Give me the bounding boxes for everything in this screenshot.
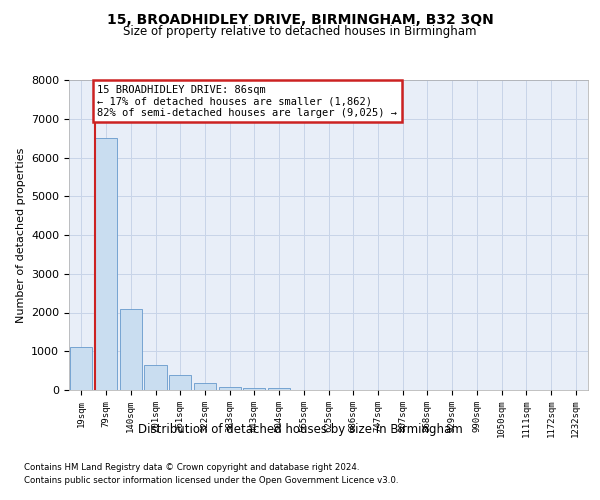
- Bar: [169, 376, 191, 390]
- Text: 15, BROADHIDLEY DRIVE, BIRMINGHAM, B32 3QN: 15, BROADHIDLEY DRIVE, BIRMINGHAM, B32 3…: [107, 12, 493, 26]
- Bar: [218, 387, 241, 390]
- Text: Contains HM Land Registry data © Crown copyright and database right 2024.: Contains HM Land Registry data © Crown c…: [24, 462, 359, 471]
- Text: Size of property relative to detached houses in Birmingham: Size of property relative to detached ho…: [123, 25, 477, 38]
- Text: Distribution of detached houses by size in Birmingham: Distribution of detached houses by size …: [137, 422, 463, 436]
- Bar: [194, 384, 216, 390]
- Text: Contains public sector information licensed under the Open Government Licence v3: Contains public sector information licen…: [24, 476, 398, 485]
- Bar: [70, 348, 92, 390]
- Bar: [268, 388, 290, 390]
- Bar: [145, 365, 167, 390]
- Text: 15 BROADHIDLEY DRIVE: 86sqm
← 17% of detached houses are smaller (1,862)
82% of : 15 BROADHIDLEY DRIVE: 86sqm ← 17% of det…: [97, 84, 397, 118]
- Y-axis label: Number of detached properties: Number of detached properties: [16, 148, 26, 322]
- Bar: [95, 138, 117, 390]
- Bar: [119, 308, 142, 390]
- Bar: [243, 388, 265, 390]
